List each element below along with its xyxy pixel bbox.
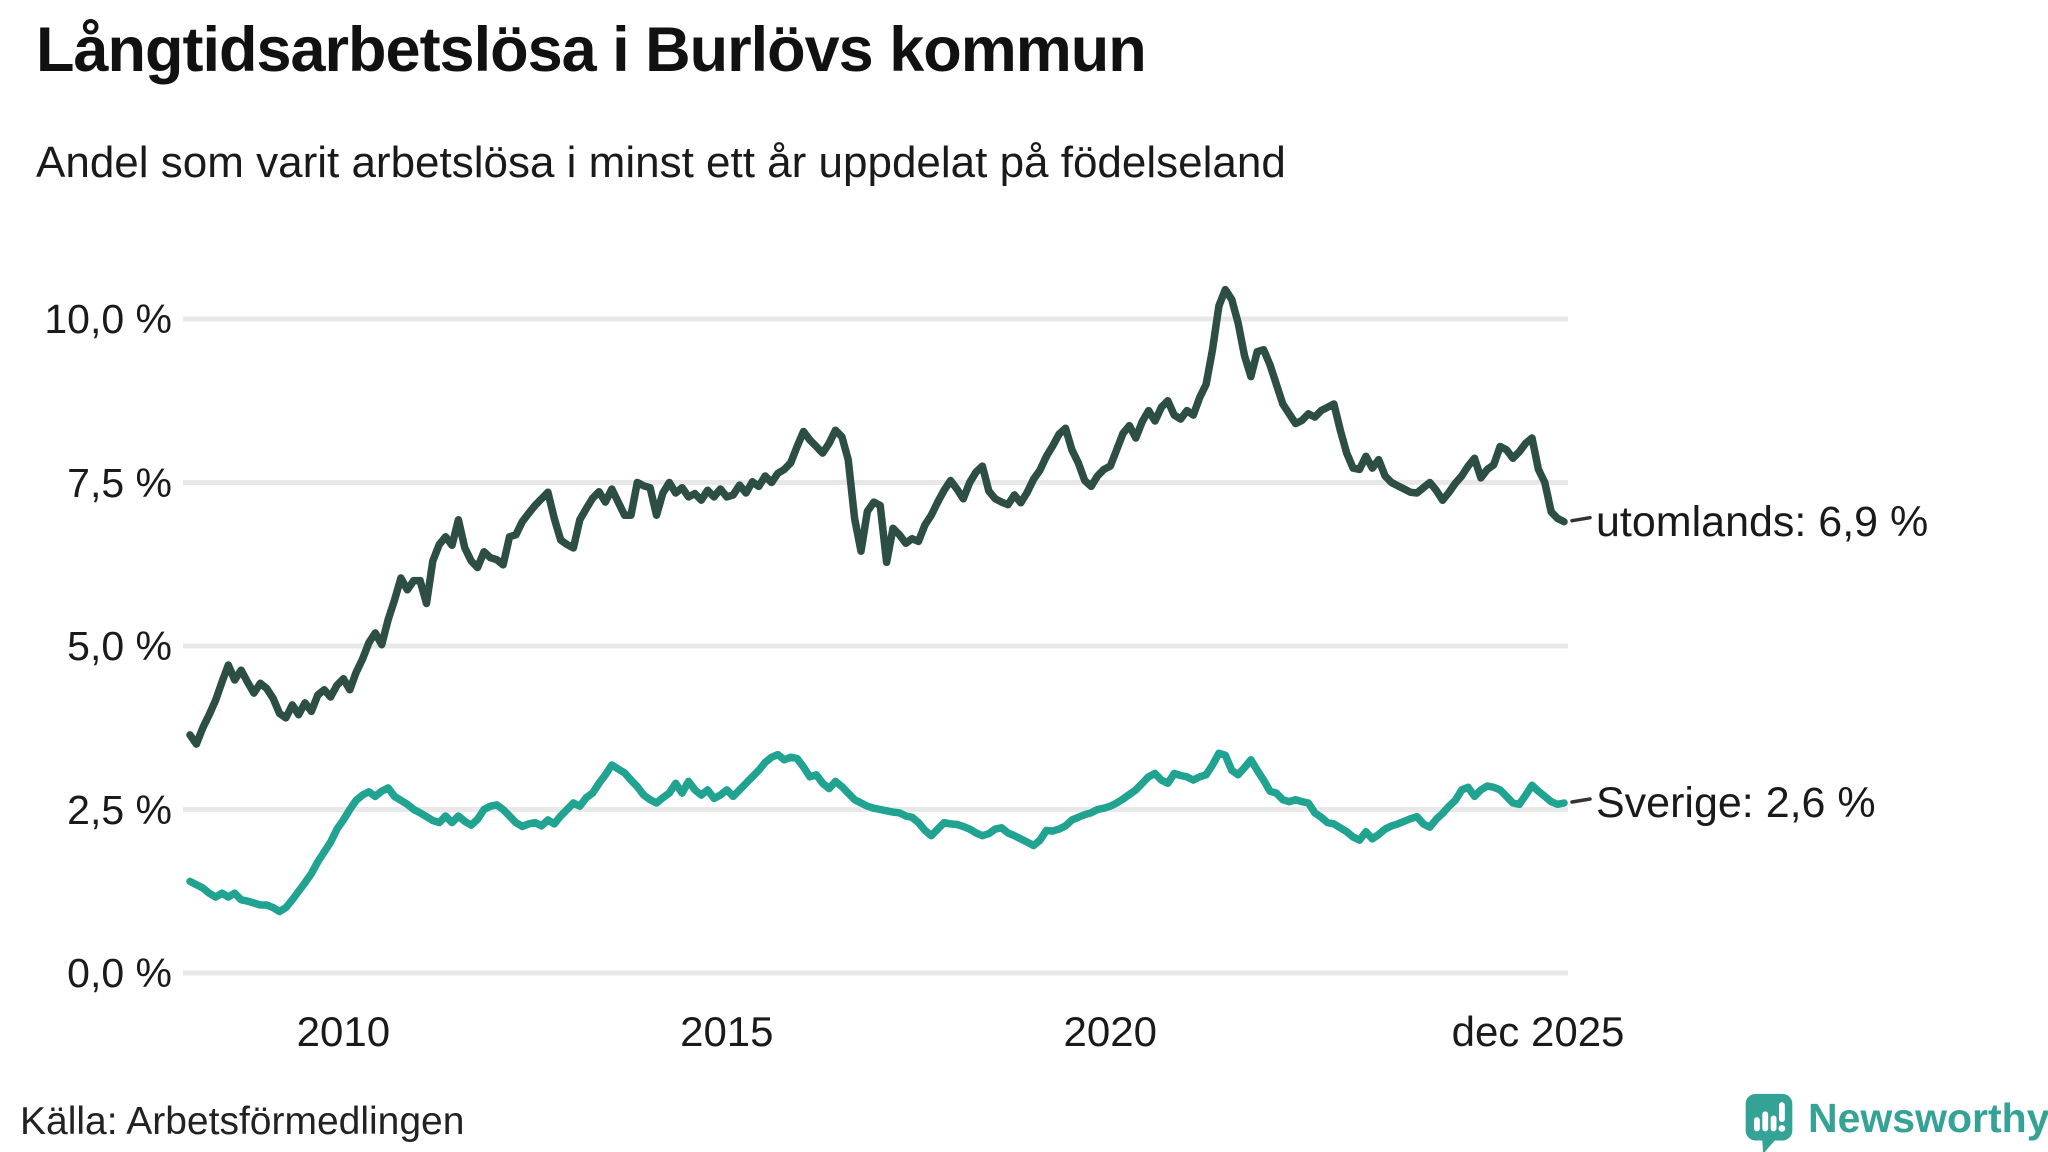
series-line-utomlands	[186, 285, 1568, 748]
y-axis-tick: 2,5 %	[67, 786, 172, 833]
series-line-Sverige	[186, 749, 1568, 916]
y-axis-tick: 5,0 %	[67, 623, 172, 669]
x-axis-tick: 2020	[1063, 1008, 1157, 1055]
y-axis-tick: 10,0 %	[44, 296, 172, 342]
page-title: Långtidsarbetslösa i Burlövs kommun	[36, 15, 1147, 85]
newsworthy-logo-icon	[1745, 1093, 1793, 1152]
source-note: Källa: Arbetsförmedlingen	[20, 1100, 465, 1143]
x-axis-tick: 2015	[680, 1008, 774, 1055]
y-axis-tick: 7,5 %	[67, 459, 172, 506]
series-annotation-utomlands: utomlands: 6,9 %	[1596, 497, 1929, 546]
x-axis-tick: 2010	[296, 1008, 391, 1055]
newsworthy-brand: Newsworthy	[1744, 1092, 2048, 1152]
annotation-leader-dash	[1570, 797, 1592, 804]
annotation-leader-dash	[1570, 515, 1592, 523]
page-subtitle: Andel som varit arbetslösa i minst ett å…	[36, 138, 1286, 187]
brand-name: Newsworthy	[1808, 1095, 2048, 1141]
x-axis-tick: dec 2025	[1451, 1008, 1625, 1055]
y-axis-tick: 0,0 %	[67, 950, 172, 996]
series-annotation-sverige: Sverige: 2,6 %	[1596, 778, 1876, 827]
